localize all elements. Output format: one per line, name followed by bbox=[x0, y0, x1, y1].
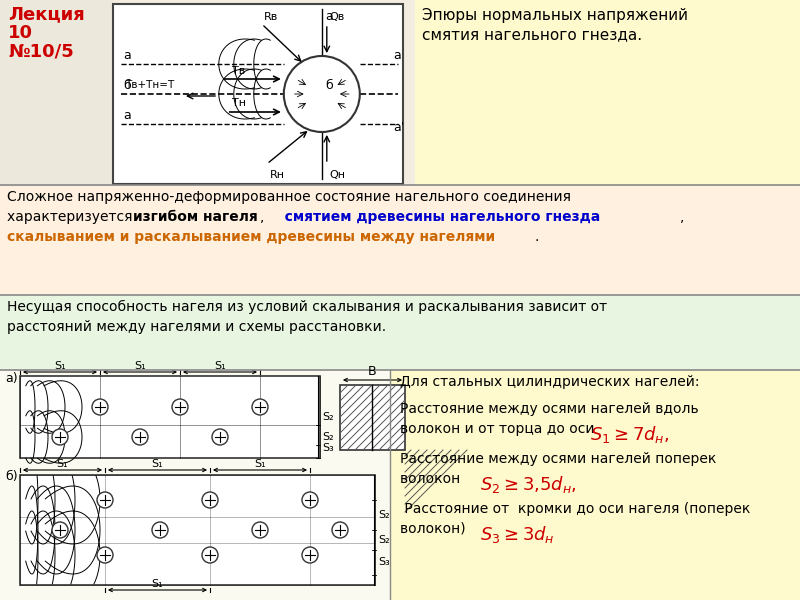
Circle shape bbox=[252, 522, 268, 538]
Text: a: a bbox=[325, 10, 333, 23]
Circle shape bbox=[52, 429, 68, 445]
Text: Rв: Rв bbox=[264, 12, 278, 22]
Text: б: б bbox=[123, 79, 130, 92]
Text: 10: 10 bbox=[8, 24, 33, 42]
Text: №10/5: №10/5 bbox=[8, 43, 74, 61]
Bar bbox=[0, 295, 800, 370]
Text: S₂: S₂ bbox=[378, 510, 390, 520]
Text: Тн: Тн bbox=[232, 98, 246, 108]
Circle shape bbox=[172, 399, 188, 415]
Text: смятием древесины нагельного гнезда: смятием древесины нагельного гнезда bbox=[270, 210, 600, 224]
Circle shape bbox=[202, 547, 218, 563]
Text: Qв: Qв bbox=[330, 12, 345, 22]
Text: Несущая способность нагеля из условий скалывания и раскалывания зависит от: Несущая способность нагеля из условий ск… bbox=[7, 300, 607, 314]
Text: смятия нагельного гнезда.: смятия нагельного гнезда. bbox=[422, 27, 642, 42]
Text: S₁: S₁ bbox=[57, 459, 68, 469]
Text: $S_1\geq7d_н,$: $S_1\geq7d_н,$ bbox=[590, 424, 670, 445]
Text: Расстояние между осями нагелей вдоль: Расстояние между осями нагелей вдоль bbox=[400, 402, 698, 416]
Bar bbox=[0, 185, 800, 295]
Circle shape bbox=[132, 429, 148, 445]
Text: расстояний между нагелями и схемы расстановки.: расстояний между нагелями и схемы расста… bbox=[7, 320, 386, 334]
Text: S₁: S₁ bbox=[152, 579, 163, 589]
Bar bbox=[340, 385, 405, 450]
Text: S₃: S₃ bbox=[378, 557, 390, 567]
Text: Расстояние между осями нагелей поперек: Расстояние между осями нагелей поперек bbox=[400, 452, 716, 466]
Text: Сложное напряженно-деформированное состояние нагельного соединения: Сложное напряженно-деформированное состо… bbox=[7, 190, 571, 204]
Circle shape bbox=[332, 522, 348, 538]
Text: .: . bbox=[535, 230, 539, 244]
Bar bbox=[0, 0, 112, 185]
Text: изгибом нагеля: изгибом нагеля bbox=[133, 210, 258, 224]
Circle shape bbox=[212, 429, 228, 445]
Circle shape bbox=[302, 547, 318, 563]
Text: a: a bbox=[393, 49, 401, 62]
Bar bbox=[415, 0, 800, 185]
Text: S₂: S₂ bbox=[378, 535, 390, 545]
Text: S₂: S₂ bbox=[322, 432, 334, 442]
Text: S₁: S₁ bbox=[152, 459, 163, 469]
Text: скалыванием и раскалыванием древесины между нагелями: скалыванием и раскалыванием древесины ме… bbox=[7, 230, 495, 244]
Circle shape bbox=[202, 492, 218, 508]
Bar bbox=[113, 4, 403, 184]
Text: a': a' bbox=[393, 121, 404, 134]
Text: б): б) bbox=[5, 470, 18, 483]
Bar bbox=[0, 370, 800, 600]
Text: a: a bbox=[123, 49, 130, 62]
Text: Rн: Rн bbox=[270, 170, 285, 180]
Text: $S_3\geq3d_н$: $S_3\geq3d_н$ bbox=[480, 524, 554, 545]
Text: волокон): волокон) bbox=[400, 522, 483, 536]
Text: характеризуется: характеризуется bbox=[7, 210, 137, 224]
Text: ,: , bbox=[260, 210, 264, 224]
Text: $S_2\geq3{,}5d_н,$: $S_2\geq3{,}5d_н,$ bbox=[480, 474, 577, 495]
Text: Лекция: Лекция bbox=[8, 5, 85, 23]
Text: Тв: Тв bbox=[232, 66, 245, 76]
Text: Расстояние от  кромки до оси нагеля (поперек: Расстояние от кромки до оси нагеля (попе… bbox=[400, 502, 750, 516]
Circle shape bbox=[152, 522, 168, 538]
Bar bbox=[20, 475, 375, 585]
Text: Qн: Qн bbox=[330, 170, 346, 180]
Text: Для стальных цилиндрических нагелей:: Для стальных цилиндрических нагелей: bbox=[400, 375, 699, 389]
Circle shape bbox=[284, 56, 360, 132]
Text: S₁: S₁ bbox=[254, 459, 266, 469]
Circle shape bbox=[97, 492, 113, 508]
Circle shape bbox=[302, 492, 318, 508]
Text: б: б bbox=[325, 79, 333, 92]
Bar bbox=[0, 0, 800, 185]
Text: S₃: S₃ bbox=[322, 443, 334, 453]
Text: волокон: волокон bbox=[400, 472, 478, 486]
Bar bbox=[390, 370, 800, 600]
Bar bbox=[20, 376, 320, 458]
Text: а): а) bbox=[5, 372, 18, 385]
Text: Эпюры нормальных напряжений: Эпюры нормальных напряжений bbox=[422, 8, 688, 23]
Text: S₁: S₁ bbox=[54, 361, 66, 371]
Circle shape bbox=[92, 399, 108, 415]
Text: S₂: S₂ bbox=[322, 412, 334, 422]
Text: S₁: S₁ bbox=[214, 361, 226, 371]
Circle shape bbox=[97, 547, 113, 563]
Text: B: B bbox=[368, 365, 376, 378]
Circle shape bbox=[52, 522, 68, 538]
Text: a: a bbox=[123, 109, 130, 122]
Text: S₁: S₁ bbox=[134, 361, 146, 371]
Text: Тв+Тн=Т: Тв+Тн=Т bbox=[125, 80, 174, 90]
Text: ,: , bbox=[680, 210, 684, 224]
Circle shape bbox=[252, 399, 268, 415]
Text: волокон и от торца до оси: волокон и от торца до оси bbox=[400, 422, 599, 436]
